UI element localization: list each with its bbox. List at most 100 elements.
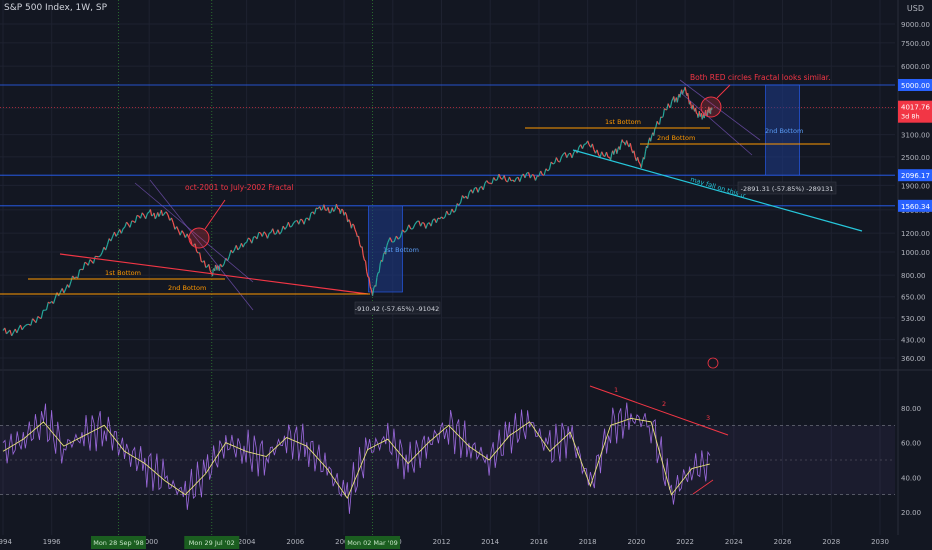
price-candle (237, 247, 241, 251)
price-candle (165, 211, 169, 216)
measure-label-2009: -910.42 (-57.65%) -91042 (355, 305, 439, 313)
price-candle (266, 233, 270, 239)
price-candle (313, 207, 317, 215)
time-tick-label: 2030 (871, 538, 889, 546)
price-candle (79, 268, 82, 271)
channel-line (149, 179, 254, 311)
price-candle (37, 315, 40, 319)
price-candle (73, 276, 77, 279)
date-marker-badge (90, 536, 146, 549)
price-candle (399, 229, 404, 238)
price-candle (308, 212, 312, 221)
rsi-tick-label: 80.00 (901, 405, 921, 413)
price-candle (596, 149, 600, 156)
price-candle (444, 210, 448, 218)
time-tick-label: 2012 (433, 538, 451, 546)
price-candle (671, 98, 674, 102)
price-candle (136, 214, 139, 217)
price-candle (386, 242, 389, 247)
rsi-divergence-line (589, 385, 729, 436)
measure-box-2026 (765, 84, 800, 176)
price-candle (9, 329, 13, 337)
price-candle (559, 156, 563, 163)
current-price-label: 4017.76 (901, 104, 930, 112)
price-candle (643, 151, 647, 160)
price-candle (646, 141, 650, 149)
price-candle (661, 116, 664, 119)
price-candle (638, 161, 641, 165)
price-candle (460, 195, 463, 203)
time-tick-label: 2024 (725, 538, 743, 546)
channel-line (679, 91, 753, 156)
price-candle (364, 261, 368, 272)
price-candle (571, 152, 575, 159)
countdown-label: 3d 8h (901, 113, 920, 121)
price-candle (664, 108, 667, 111)
price-candle (101, 247, 105, 253)
price-candle (310, 211, 314, 214)
price-candle (19, 324, 23, 331)
price-candle (587, 140, 590, 146)
date-marker-label: Mon 02 Mar '09 (347, 539, 398, 547)
price-candle (610, 153, 613, 161)
price-candle (65, 284, 68, 290)
annotation-second-bottom: 2nd Bottom (657, 134, 695, 142)
price-candle (200, 260, 204, 263)
time-tick-label: 2022 (676, 538, 694, 546)
price-candle (605, 151, 609, 158)
price-candle (126, 221, 129, 225)
price-candle (656, 120, 659, 125)
price-candle (601, 151, 604, 156)
price-candle (393, 235, 397, 242)
price-candle (170, 217, 174, 223)
price-candle (98, 255, 101, 258)
fractal-circle (700, 96, 722, 118)
price-candle (543, 168, 547, 176)
price-candle (316, 207, 319, 210)
price-candle (420, 222, 423, 227)
price-candle (519, 175, 523, 182)
price-candle (367, 276, 370, 278)
time-tick-label: 2020 (627, 538, 645, 546)
price-candle (576, 146, 580, 154)
price-candle (333, 209, 336, 212)
price-candle (555, 157, 559, 162)
price-tick-label: 650.00 (901, 294, 926, 302)
time-tick-label: 2014 (481, 538, 499, 546)
price-candle (261, 231, 265, 237)
price-candle (626, 140, 629, 145)
price-tick-label: 1200.00 (901, 230, 930, 238)
price-candle (68, 281, 72, 288)
trendline-red (59, 253, 369, 295)
price-tick-label: 800.00 (901, 272, 926, 280)
price-candle (540, 170, 543, 176)
price-candle (214, 264, 217, 267)
price-candle (211, 268, 214, 277)
date-marker-label: Mon 29 Jul '02 (189, 539, 235, 547)
price-candle (21, 326, 25, 331)
fractal-circle (188, 227, 210, 249)
price-candle (395, 235, 399, 240)
channel-line (679, 79, 761, 141)
chart-title: S&P 500 Index, 1W, SP (4, 3, 108, 13)
measure-box-2009 (368, 205, 403, 293)
rsi-tick-label: 40.00 (901, 474, 921, 482)
price-candle (375, 277, 378, 287)
price-candle (352, 223, 355, 226)
price-candle (425, 223, 429, 229)
time-tick-label: 2000 (140, 538, 158, 546)
price-candle (120, 228, 124, 234)
time-tick-label: 2026 (774, 538, 792, 546)
price-candle (498, 173, 502, 179)
price-candle (220, 264, 223, 267)
price-candle (613, 150, 616, 155)
price-candle (508, 176, 512, 182)
price-candle (295, 219, 298, 222)
price-candle (129, 220, 133, 228)
annotation-arrow (716, 84, 731, 99)
price-candle (552, 162, 555, 165)
time-tick-label: 1994 (0, 538, 12, 546)
price-candle (697, 113, 700, 118)
price-candle (446, 210, 450, 215)
